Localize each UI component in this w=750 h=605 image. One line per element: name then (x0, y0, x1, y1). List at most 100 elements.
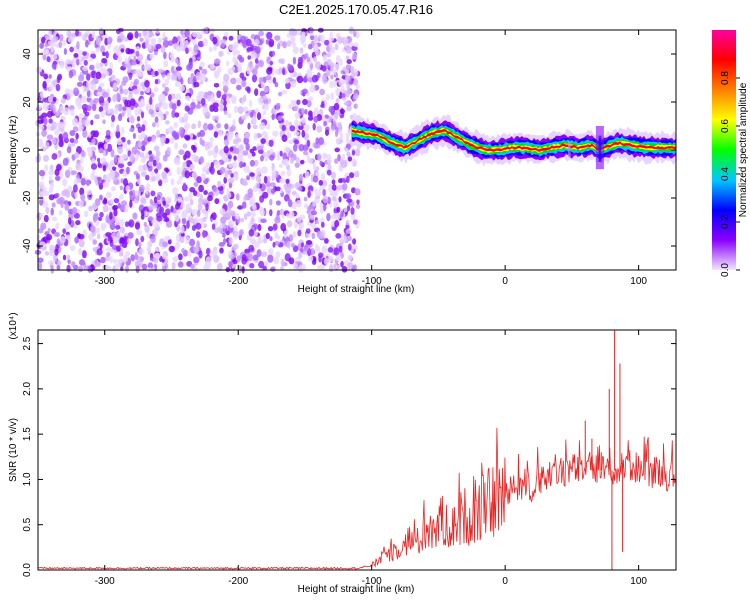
noise-speckle (262, 238, 267, 244)
noise-speckle (124, 99, 128, 108)
noise-speckle (127, 112, 132, 118)
noise-speckle (91, 138, 96, 146)
noise-speckle (222, 222, 227, 229)
noise-speckle (156, 162, 162, 170)
noise-speckle (258, 260, 265, 269)
noise-speckle (178, 149, 185, 155)
noise-speckle (349, 172, 355, 179)
noise-speckle (96, 91, 103, 97)
noise-speckle (351, 45, 358, 52)
noise-speckle (331, 179, 336, 185)
noise-speckle (296, 99, 301, 105)
noise-speckle (233, 243, 239, 250)
noise-speckle (188, 46, 192, 52)
noise-speckle (280, 170, 286, 176)
noise-speckle (38, 262, 43, 271)
noise-speckle (304, 53, 309, 59)
noise-speckle (223, 238, 227, 244)
noise-speckle (320, 221, 325, 228)
noise-speckle (266, 67, 273, 75)
noise-speckle (343, 43, 348, 48)
noise-speckle (162, 154, 168, 162)
noise-speckle (136, 178, 141, 185)
noise-speckle (102, 119, 106, 124)
noise-speckle (155, 150, 161, 157)
noise-speckle (116, 124, 120, 133)
noise-speckle (74, 191, 78, 199)
noise-speckle (347, 156, 353, 162)
noise-speckle (297, 186, 303, 191)
noise-speckle (184, 196, 190, 202)
noise-speckle (295, 200, 302, 208)
noise-speckle (328, 40, 333, 48)
y-tick-label: 0.5 (22, 517, 33, 531)
noise-speckle (177, 73, 182, 80)
noise-speckle (322, 152, 326, 159)
noise-speckle (71, 154, 76, 162)
noise-speckle (92, 203, 97, 209)
noise-speckle (84, 118, 91, 127)
noise-speckle (284, 120, 290, 127)
noise-speckle (47, 110, 53, 118)
noise-speckle (350, 207, 355, 215)
noise-speckle (149, 53, 155, 60)
noise-speckle (243, 137, 250, 145)
noise-speckle (154, 103, 161, 111)
noise-speckle (221, 94, 227, 100)
noise-speckle (261, 251, 268, 258)
noise-speckle (182, 143, 188, 149)
noise-speckle (55, 232, 60, 238)
snr-series-line (37, 427, 676, 570)
noise-speckle (175, 241, 180, 250)
noise-speckle (45, 34, 50, 40)
noise-speckle (248, 244, 255, 252)
noise-speckle (77, 50, 84, 56)
noise-speckle (236, 77, 242, 84)
noise-speckle (105, 51, 109, 59)
noise-speckle (123, 178, 128, 187)
noise-speckle (92, 239, 97, 245)
noise-speckle (223, 73, 230, 83)
y-tick-label: 1.0 (22, 472, 33, 486)
noise-speckle (146, 245, 152, 251)
noise-speckle (232, 173, 239, 181)
noise-speckle (146, 232, 151, 239)
noise-speckle (259, 90, 266, 97)
noise-speckle (328, 255, 334, 263)
noise-speckle (236, 255, 241, 262)
noise-speckle (177, 196, 183, 203)
noise-speckle (190, 102, 196, 110)
noise-speckle (347, 254, 353, 261)
noise-speckle (339, 108, 345, 115)
noise-speckle (337, 36, 343, 44)
noise-speckle (129, 199, 133, 208)
noise-speckle (82, 51, 87, 56)
noise-speckle (175, 45, 182, 52)
noise-speckle (310, 210, 318, 216)
noise-speckle (221, 153, 227, 162)
noise-speckle (162, 31, 166, 39)
noise-speckle (289, 125, 296, 132)
noise-speckle (246, 87, 251, 94)
noise-speckle (228, 131, 234, 138)
noise-speckle (338, 245, 343, 253)
noise-speckle (138, 248, 145, 255)
noise-speckle (98, 106, 104, 113)
noise-speckle (280, 265, 284, 271)
noise-speckle (251, 202, 257, 210)
snr-content (37, 330, 676, 570)
noise-speckle (153, 86, 159, 93)
noise-speckle (145, 103, 150, 112)
noise-speckle (211, 212, 217, 221)
noise-speckle (253, 113, 257, 119)
noise-speckle (51, 202, 56, 208)
noise-speckle (305, 228, 311, 234)
noise-speckle (340, 160, 347, 169)
noise-speckle (129, 190, 133, 196)
noise-speckle (224, 123, 229, 130)
noise-speckle (270, 188, 276, 195)
noise-speckle (155, 173, 161, 182)
noise-speckle (42, 80, 47, 89)
noise-speckle (135, 238, 139, 247)
noise-speckle (214, 198, 220, 205)
